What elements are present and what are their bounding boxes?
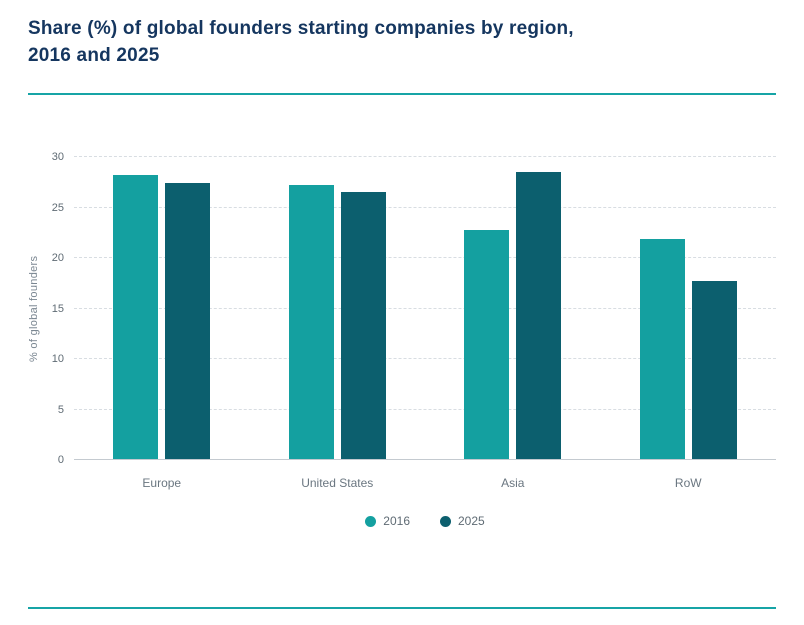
legend: 2016 2025 <box>74 514 776 528</box>
chart-title-line2: 2016 and 2025 <box>28 44 160 66</box>
bar-2025-row <box>691 281 737 461</box>
chart-title: Share (%) of global founders starting co… <box>28 16 776 69</box>
bar-2025-europe <box>165 183 211 461</box>
y-tick-label-20: 20 <box>51 252 64 265</box>
y-axis-label: % of global founders <box>28 255 40 362</box>
chart-title-line1: Share (%) of global founders starting co… <box>28 18 574 39</box>
bar-2016-asia <box>464 229 510 461</box>
legend-label-2016: 2016 <box>383 514 410 529</box>
bar-2016-europe <box>113 175 159 461</box>
bottom-divider <box>28 607 776 609</box>
bar-chart: % of global founders 0 5 10 15 20 25 30 Europe… <box>28 151 777 528</box>
y-tick-label-25: 25 <box>51 201 64 214</box>
legend-label-2025: 2025 <box>458 514 485 529</box>
y-tick-label-10: 10 <box>51 353 64 366</box>
gridline <box>74 307 776 309</box>
y-tick-label-15: 15 <box>51 302 64 315</box>
gridline <box>74 206 776 208</box>
bar-2016-united-states <box>288 185 334 461</box>
x-axis-label-europe: Europe <box>142 476 182 491</box>
x-axis-label-row: RoW <box>674 476 702 491</box>
chart-row: % of global founders 0 5 10 15 20 25 30 <box>28 151 777 466</box>
y-tick-label-30: 30 <box>51 151 64 164</box>
legend-dot-2025 <box>440 515 451 527</box>
plot-area <box>74 156 777 461</box>
x-axis-label-united-states: United States <box>301 476 374 491</box>
bar-groups <box>74 157 777 461</box>
y-axis-ticks: 0 5 10 15 20 25 30 <box>44 151 74 466</box>
legend-dot-2016 <box>365 515 377 527</box>
bar-2025-united-states <box>340 191 386 461</box>
bar-group-asia <box>425 157 601 461</box>
bar-group-row <box>601 157 777 461</box>
x-axis-labels: Europe United States Asia RoW <box>74 460 776 490</box>
bar-group-europe <box>74 157 250 461</box>
chart-page: Share (%) of global founders starting co… <box>0 16 804 609</box>
gridline <box>74 257 776 259</box>
bar-2016-row <box>639 239 685 461</box>
top-divider <box>28 93 776 96</box>
gridline <box>74 358 776 360</box>
x-axis-line <box>74 459 776 461</box>
bar-group-united-states <box>250 157 426 461</box>
legend-item-2025: 2025 <box>440 514 485 528</box>
y-tick-label-5: 5 <box>57 403 64 416</box>
legend-item-2016: 2016 <box>365 514 410 528</box>
y-tick-label-0: 0 <box>57 454 64 467</box>
gridline <box>74 408 776 410</box>
gridline <box>74 156 776 158</box>
x-axis-label-asia: Asia <box>501 476 525 491</box>
bar-2025-asia <box>516 172 562 461</box>
